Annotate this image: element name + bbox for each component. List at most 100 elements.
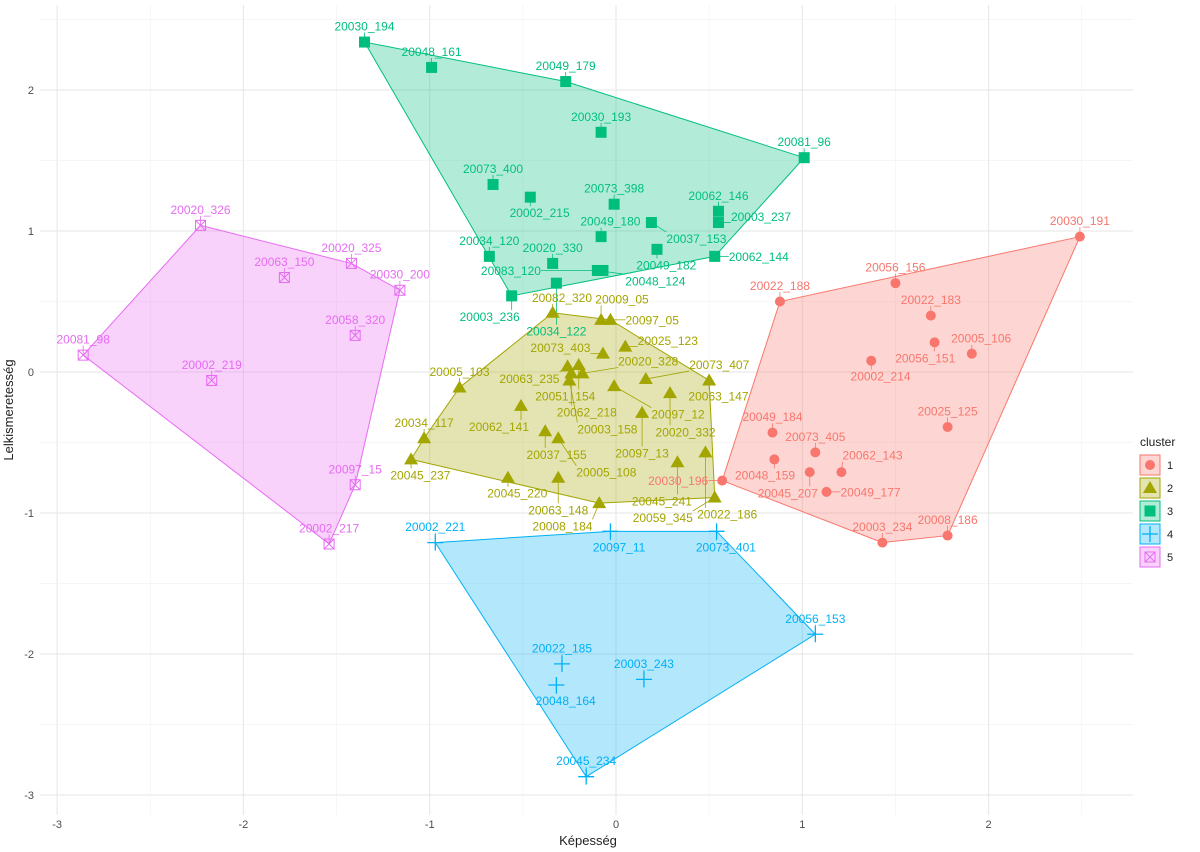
cluster-5-hull	[83, 225, 400, 544]
point-label: 20030_194	[334, 20, 394, 34]
point-label: 20048_164	[536, 694, 596, 708]
point-label: 20002_217	[299, 522, 359, 536]
point-label: 20058_320	[325, 313, 385, 327]
point-label: 20073_405	[785, 430, 845, 444]
x-tick-label: -1	[425, 819, 435, 831]
point-label: 20083_120	[481, 264, 541, 278]
y-tick-label: 2	[28, 85, 34, 97]
point-label: 20097_13	[615, 446, 669, 460]
point-label: 20059_345	[633, 511, 693, 525]
legend-label-5: 5	[1167, 552, 1173, 564]
data-point	[799, 152, 810, 163]
point-label: 20056_156	[865, 261, 925, 275]
point-label: 20049_177	[841, 485, 901, 499]
x-tick-label: 0	[613, 819, 619, 831]
point-label: 20002_219	[182, 358, 242, 372]
data-point	[1075, 232, 1085, 242]
point-label: 20008_186	[918, 513, 978, 527]
point-label: 20022_186	[697, 508, 757, 522]
point-label: 20030_196	[648, 474, 708, 488]
data-point	[596, 127, 607, 138]
point-label: 20005_103	[429, 365, 489, 379]
x-axis-title: Képesség	[559, 833, 617, 848]
point-label: 20003_158	[577, 422, 637, 436]
data-point	[560, 76, 571, 87]
data-point	[547, 258, 558, 269]
point-label: 20073_398	[584, 182, 644, 196]
point-label: 20048_159	[735, 468, 795, 482]
point-label: 20062_143	[843, 449, 903, 463]
y-tick-label: 1	[28, 226, 34, 238]
data-point	[866, 356, 876, 366]
data-point	[713, 217, 724, 228]
legend-symbol-1	[1145, 460, 1155, 470]
point-label: 20097_11	[593, 540, 646, 554]
legend-label-4: 4	[1167, 529, 1173, 541]
point-label: 20022_188	[750, 279, 810, 293]
point-label: 20034_122	[526, 325, 586, 339]
legend-label-3: 3	[1167, 506, 1173, 518]
point-label: 20062_146	[688, 189, 748, 203]
point-label: 20082_320	[532, 291, 592, 305]
point-label: 20003_237	[731, 210, 791, 224]
point-label: 20020_326	[171, 203, 231, 217]
data-point	[890, 278, 900, 288]
data-point	[525, 192, 536, 203]
point-label: 20025_123	[638, 334, 698, 348]
point-label: 20073_407	[689, 358, 749, 372]
data-point	[822, 487, 832, 497]
data-point	[546, 306, 560, 318]
legend-title: cluster	[1140, 435, 1175, 449]
point-label: 20045_234	[556, 754, 616, 768]
point-label: 20005_108	[576, 466, 636, 480]
point-label: 20049_182	[636, 258, 696, 272]
point-label: 20048_124	[625, 274, 685, 288]
data-point	[967, 349, 977, 359]
point-label: 20073_403	[530, 341, 590, 355]
data-point	[596, 231, 607, 242]
data-point	[551, 278, 562, 289]
point-label: 20002_221	[405, 520, 465, 534]
data-point	[943, 531, 953, 541]
data-point	[646, 217, 657, 228]
point-label: 20097_05	[626, 313, 680, 327]
point-label: 20073_400	[463, 162, 523, 176]
point-label: 20020_325	[321, 241, 381, 255]
point-label: 20081_98	[56, 333, 110, 347]
data-point	[709, 251, 720, 262]
point-label: 20022_185	[532, 641, 592, 655]
data-point	[805, 467, 815, 477]
point-label: 20073_401	[696, 540, 756, 554]
point-label: 20045_241	[632, 494, 692, 508]
point-label: 20081_96	[777, 135, 831, 149]
y-tick-label: -3	[24, 790, 34, 802]
point-label: 20045_220	[487, 487, 547, 501]
point-label: 20030_191	[1050, 214, 1110, 228]
point-label: 20063_147	[688, 389, 748, 403]
point-label: 20037_155	[527, 448, 587, 462]
point-label: 20051_154	[535, 389, 595, 403]
x-tick-label: -3	[52, 819, 62, 831]
point-label: 20009_05	[595, 293, 649, 307]
data-point	[836, 467, 846, 477]
legend-label-1: 1	[1167, 460, 1173, 472]
y-tick-label: -1	[24, 508, 34, 520]
data-point	[769, 454, 779, 464]
point-label: 20022_183	[901, 293, 961, 307]
legend-label-2: 2	[1167, 483, 1173, 495]
point-label: 20045_207	[758, 486, 818, 500]
data-point	[877, 538, 887, 548]
x-tick-label: -2	[239, 819, 249, 831]
point-label: 20030_200	[370, 268, 430, 282]
point-label: 20037_153	[666, 232, 726, 246]
data-point	[506, 290, 517, 301]
point-label: 20020_332	[656, 425, 716, 439]
point-label: 20034_120	[459, 234, 519, 248]
point-label: 20002_214	[851, 370, 911, 384]
point-label: 20056_153	[785, 612, 845, 626]
point-label: 20020_328	[618, 354, 678, 368]
point-label: 20097_15	[328, 462, 382, 476]
point-label: 20062_141	[469, 420, 529, 434]
point-label: 20034_117	[395, 416, 455, 430]
